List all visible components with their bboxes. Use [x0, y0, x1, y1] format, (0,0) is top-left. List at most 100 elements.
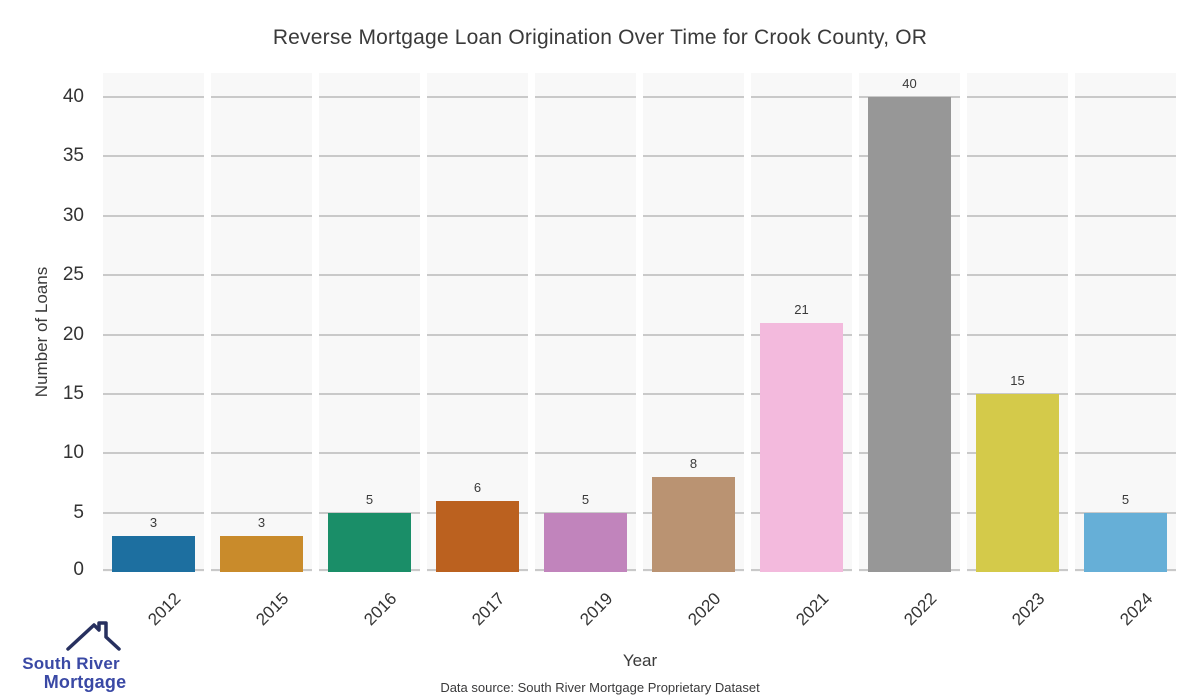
category-band-2020 — [643, 73, 744, 572]
gridline-y25 — [643, 274, 744, 277]
gridline-y5 — [211, 511, 312, 514]
x-tick-2022: 2022 — [899, 589, 940, 630]
category-band-2022 — [859, 73, 960, 572]
bar-value-label-2024: 5 — [1121, 491, 1130, 507]
bar-2023 — [976, 393, 1059, 572]
gridline-y10 — [643, 452, 744, 455]
x-tick-2019: 2019 — [575, 589, 616, 630]
gridline-y15 — [103, 392, 204, 395]
bar-2015 — [220, 536, 303, 572]
y-tick-0: 0 — [73, 559, 84, 580]
gridline-y5 — [103, 511, 204, 514]
category-band-2019 — [535, 73, 636, 572]
bar-value-label-2022: 40 — [902, 76, 917, 91]
house-roof-icon — [66, 621, 121, 651]
category-band-2023 — [967, 73, 1068, 572]
gridline-y35 — [427, 155, 528, 158]
gridline-y40 — [427, 96, 528, 98]
gridline-y20 — [643, 333, 744, 336]
gridline-y20 — [103, 333, 204, 336]
category-band-2024 — [1075, 73, 1176, 572]
gridline-y20 — [427, 333, 528, 336]
gridline-y25 — [103, 274, 204, 277]
x-tick-2024: 2024 — [1115, 589, 1156, 630]
gridline-y30 — [643, 214, 744, 217]
logo-text-line2: Mortgage — [43, 672, 127, 692]
gridline-y40 — [319, 96, 420, 98]
gridline-y30 — [427, 214, 528, 217]
x-tick-2020: 2020 — [683, 589, 724, 630]
gridline-y30 — [1075, 214, 1176, 217]
bar-value-label-2021: 21 — [794, 301, 809, 317]
gridline-y35 — [319, 155, 420, 158]
gridline-y40 — [643, 96, 744, 98]
gridline-y25 — [967, 274, 1068, 277]
gridline-y20 — [1075, 333, 1176, 336]
category-band-2012 — [103, 73, 204, 572]
gridline-y30 — [751, 214, 852, 217]
gridline-y40 — [211, 96, 312, 98]
bar-2016 — [328, 512, 411, 572]
gridline-y25 — [427, 274, 528, 277]
gridline-y25 — [751, 274, 852, 277]
gridline-y25 — [211, 274, 312, 277]
bar-2012 — [112, 536, 195, 572]
bar-value-label-2017: 6 — [473, 479, 482, 495]
y-tick-40: 40 — [62, 86, 84, 107]
gridline-y30 — [535, 214, 636, 217]
gridline-y40 — [103, 96, 204, 98]
gridline-y40 — [1075, 96, 1176, 98]
gridline-y20 — [535, 333, 636, 336]
bar-value-label-2023: 15 — [1010, 372, 1025, 388]
gridline-y35 — [211, 155, 312, 158]
gridline-y15 — [535, 392, 636, 395]
x-tick-2021: 2021 — [791, 589, 832, 630]
gridline-y35 — [967, 155, 1068, 158]
category-band-2015 — [211, 73, 312, 572]
gridline-y10 — [103, 452, 204, 455]
bar-value-label-2015: 3 — [257, 515, 266, 531]
gridline-y20 — [211, 333, 312, 336]
gridline-y40 — [967, 96, 1068, 98]
x-tick-2012: 2012 — [143, 589, 184, 630]
y-tick-10: 10 — [62, 442, 84, 464]
gridline-y35 — [751, 155, 852, 158]
gridline-y10 — [319, 452, 420, 455]
gridline-y20 — [967, 333, 1068, 336]
gridline-y10 — [427, 452, 528, 455]
gridline-y30 — [319, 214, 420, 217]
gridline-y35 — [643, 155, 744, 158]
gridline-y30 — [967, 214, 1068, 217]
gridline-y25 — [1075, 274, 1176, 277]
bar-2017 — [436, 500, 519, 572]
gridline-y15 — [1075, 392, 1176, 395]
y-tick-35: 35 — [62, 145, 84, 167]
data-source-note: Data source: South River Mortgage Propri… — [440, 680, 760, 695]
y-tick-30: 30 — [62, 204, 84, 226]
bar-2021 — [760, 322, 843, 572]
bar-2022 — [868, 97, 951, 572]
gridline-y20 — [319, 333, 420, 336]
gridline-y35 — [1075, 155, 1176, 158]
gridline-y35 — [103, 155, 204, 158]
category-band-2017 — [427, 73, 528, 572]
bar-2020 — [652, 477, 735, 572]
gridline-y35 — [535, 155, 636, 158]
y-tick-15: 15 — [62, 382, 84, 404]
x-tick-2017: 2017 — [467, 589, 508, 630]
y-tick-25: 25 — [62, 264, 84, 286]
category-band-2016 — [319, 73, 420, 572]
logo-text-line1: South River — [22, 654, 120, 673]
bar-value-label-2012: 3 — [149, 515, 158, 531]
gridline-y10 — [535, 452, 636, 455]
y-tick-5: 5 — [73, 501, 84, 523]
chart-title: Reverse Mortgage Loan Origination Over T… — [272, 26, 928, 49]
gridline-y30 — [211, 214, 312, 217]
bar-2019 — [544, 512, 627, 572]
bar-value-label-2016: 5 — [365, 491, 374, 507]
gridline-y10 — [211, 452, 312, 455]
bar-value-label-2020: 8 — [689, 456, 698, 471]
bar-value-label-2019: 5 — [581, 491, 590, 507]
gridline-y40 — [751, 96, 852, 98]
